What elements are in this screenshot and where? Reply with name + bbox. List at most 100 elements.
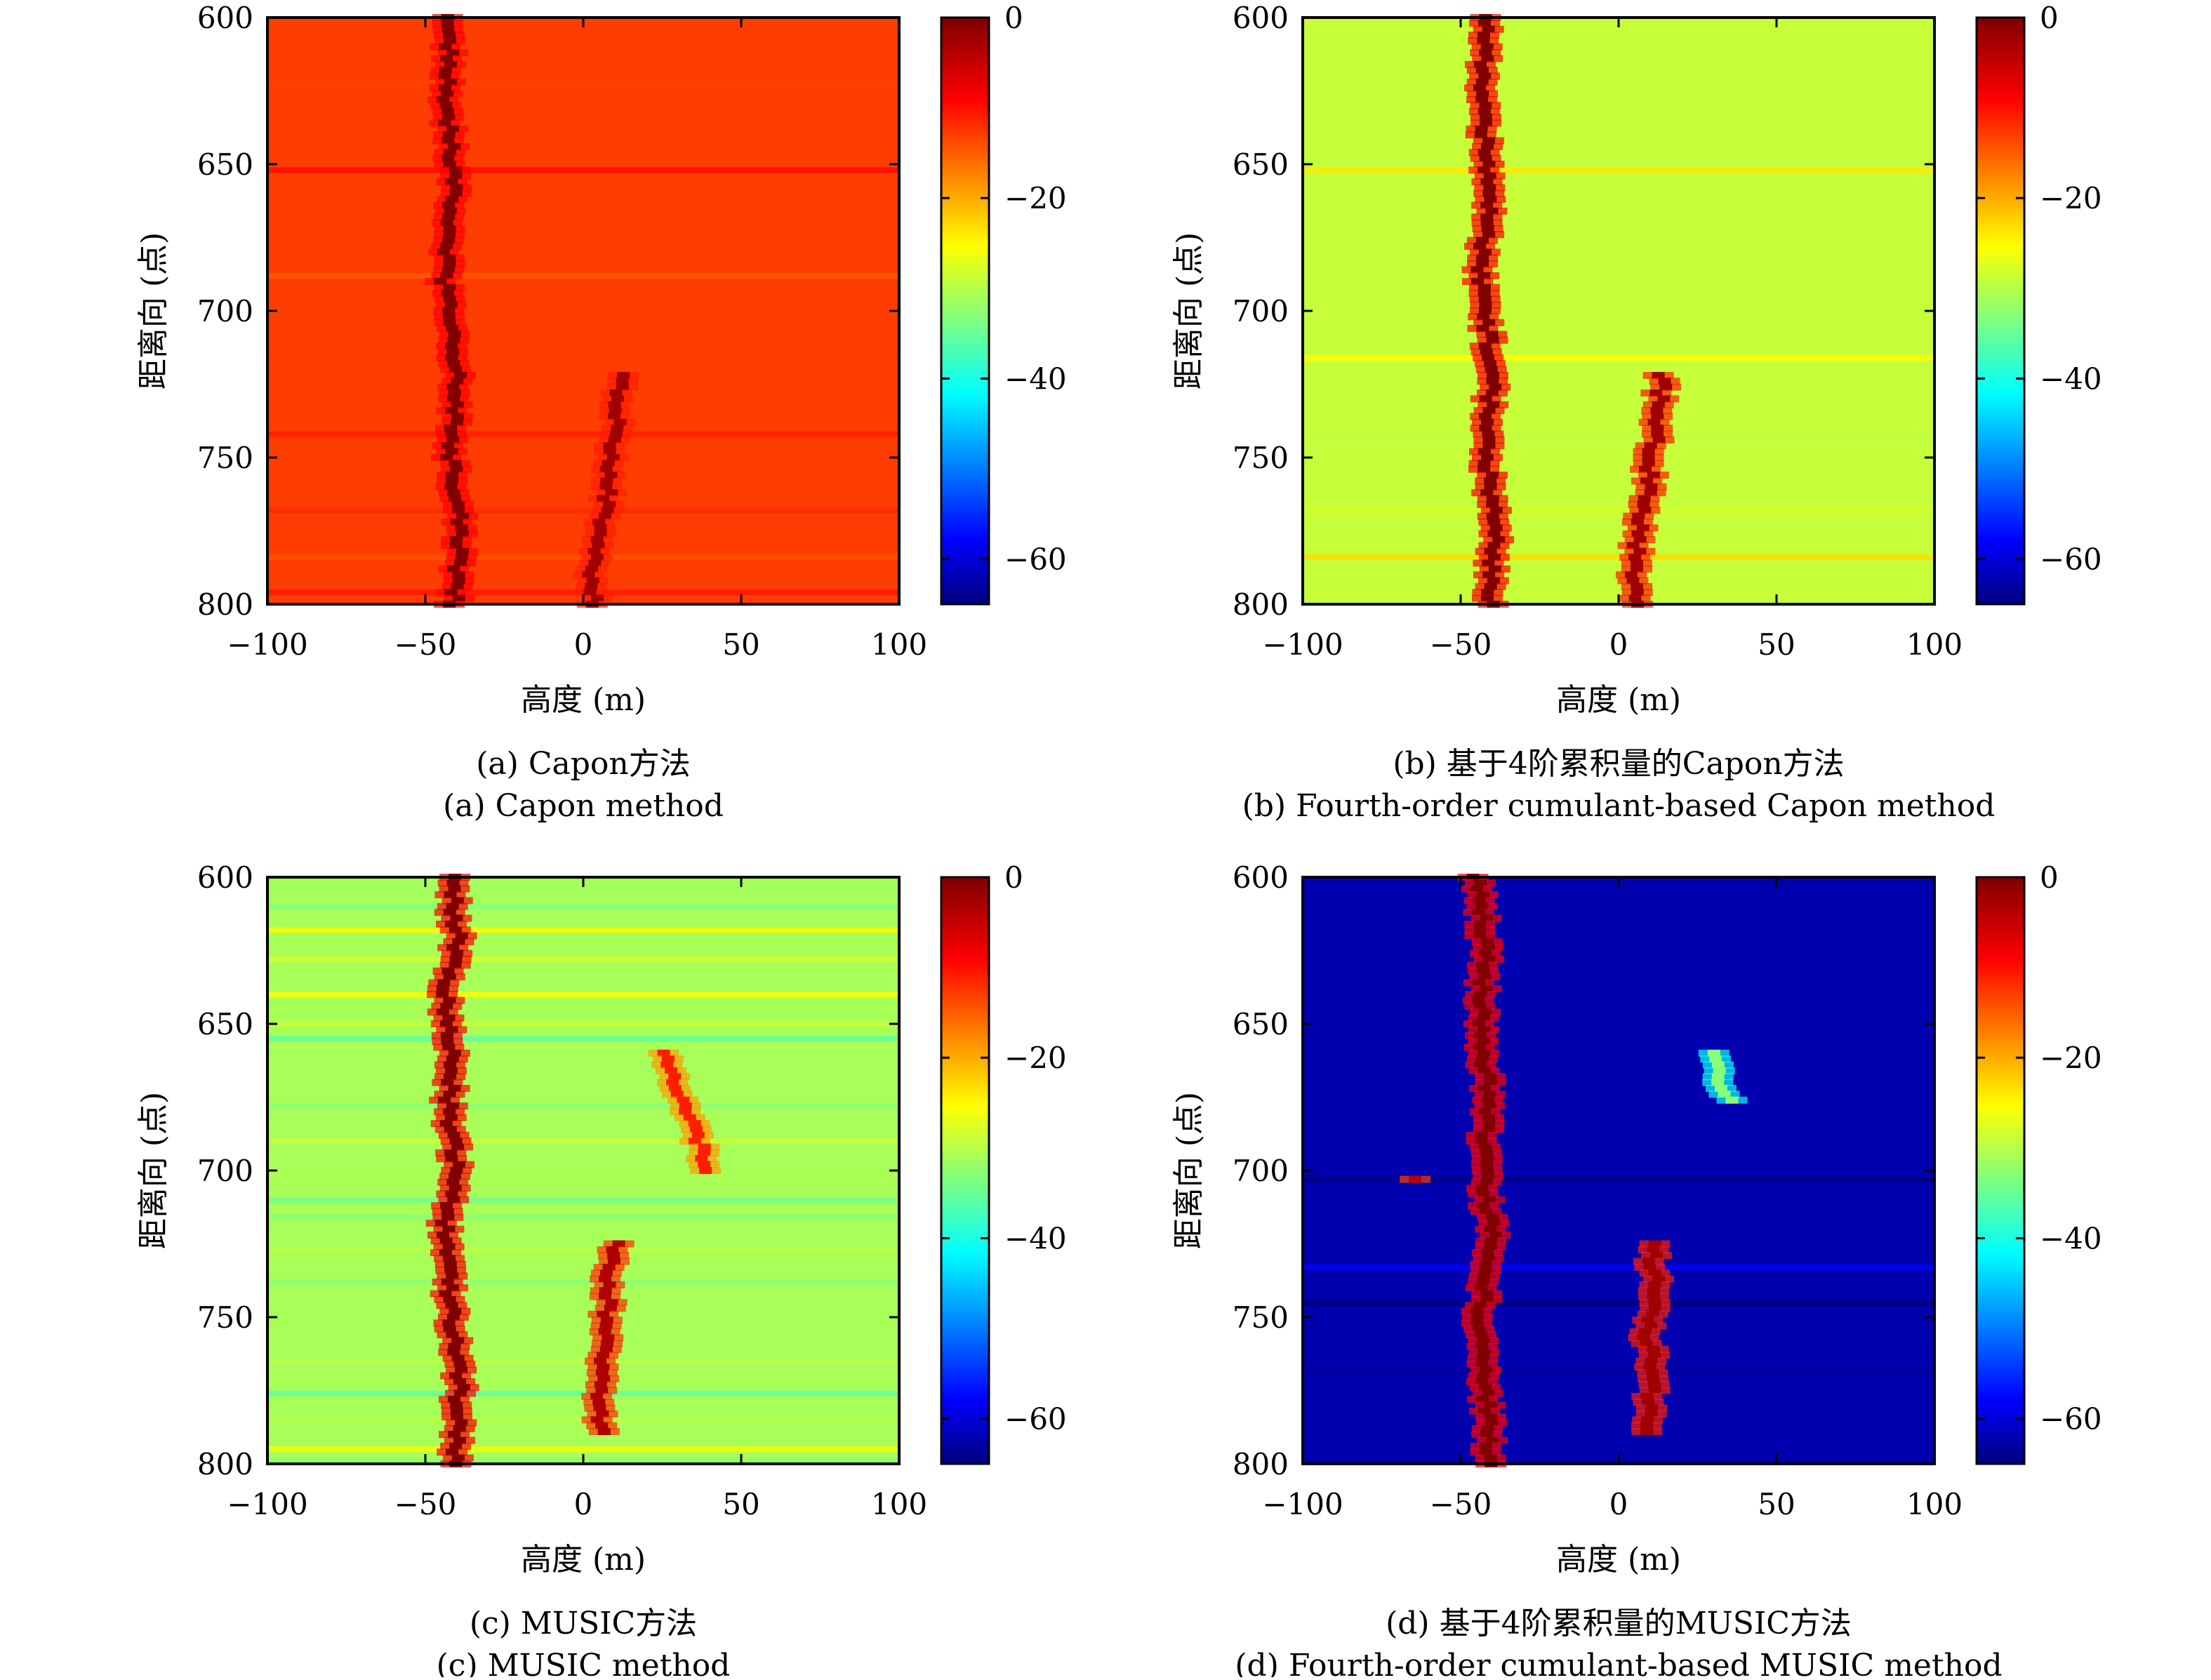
ridge-cell (444, 1126, 457, 1133)
ridge-cell (1631, 518, 1644, 526)
ridge-cell (1482, 1126, 1495, 1133)
ridge-cell (598, 1328, 611, 1335)
ridge-1 (1615, 371, 1682, 608)
colorbar-tick-label: −40 (2040, 361, 2102, 396)
ridge-cell (1647, 1287, 1660, 1295)
ridge-cell (689, 1126, 703, 1133)
ridge-cell (582, 571, 595, 579)
ridge-cell (616, 378, 629, 385)
ridge-cell (1478, 1067, 1491, 1074)
colorbar-tick-label: −60 (1004, 542, 1067, 577)
ridge-cell (440, 219, 453, 227)
colorbar-tick-label: −20 (1004, 181, 1067, 215)
ridge-cell (602, 460, 615, 467)
ridge-cell (608, 1258, 621, 1265)
ridge-cell (441, 289, 454, 297)
ridge-cell (444, 589, 458, 596)
ridge-cell (442, 1014, 456, 1022)
ridge-cell (453, 1378, 467, 1385)
ridge-cell (443, 973, 456, 981)
ridge-cell (600, 1316, 613, 1324)
ridge-cell (1482, 25, 1495, 33)
ridge-cell (444, 1267, 458, 1274)
ridge-cell (1478, 295, 1492, 303)
ridge-cell (441, 154, 455, 162)
ridge-cell (1487, 530, 1501, 538)
x-tick-label: 100 (871, 1487, 927, 1521)
ridge-cell (441, 1079, 454, 1086)
ridge-cell (1475, 961, 1489, 969)
colorbar-tick-label: −40 (1004, 361, 1067, 396)
panel-b: −100 −50 0 50 100 600 650 700 750 800 高度 (m) 距离向 … (1171, 1, 2102, 824)
x-axis-label-d: 高度 (m) (1556, 1542, 1681, 1578)
ridge-cell (455, 1366, 468, 1374)
ridge-cell (657, 1049, 670, 1057)
ridge-cell (1473, 920, 1487, 928)
ridge-cell (436, 1008, 449, 1016)
ridge-cell (1489, 383, 1502, 391)
ridge-cell (1652, 401, 1665, 408)
ridge-cell (1484, 477, 1497, 485)
ridge-cell (448, 1431, 461, 1439)
colorbar-ticks-a: 0 −20 −40 −60 (941, 1, 1067, 577)
ridge-cell (594, 1357, 607, 1365)
colorbar-c: 0 −20 −40 −60 (940, 860, 1067, 1465)
ridge-cell (445, 1302, 458, 1309)
ridge-cell (616, 383, 629, 391)
ridge-cell (1646, 1310, 1659, 1318)
ridge-cell (1624, 571, 1638, 579)
ridge-cell (451, 1143, 465, 1151)
ridge-cell (1478, 973, 1492, 981)
stripe-row (267, 956, 899, 963)
ridge-cell (453, 1425, 466, 1432)
ridge-cell (1480, 1267, 1493, 1274)
ridge-cell (449, 1442, 463, 1450)
ridge-cell (446, 196, 459, 204)
ridge-cell (1638, 495, 1651, 502)
ridge-cell (1472, 979, 1485, 987)
stripe-row (1303, 1264, 1934, 1270)
ridge-cell (443, 295, 456, 303)
ridge-cell (1644, 489, 1657, 497)
ridge-cell (1477, 37, 1490, 45)
ridge-cell (447, 360, 460, 368)
ridge-cell (443, 260, 456, 268)
ridge-cell (1646, 1369, 1659, 1377)
x-tick-label: 0 (574, 627, 593, 662)
ridge-cell (450, 1401, 463, 1409)
ridge-cell (443, 161, 456, 168)
ridge-cell (683, 1114, 696, 1121)
ridge-cell (1473, 897, 1486, 905)
ridge-cell (586, 577, 599, 585)
y-tick-label: 700 (197, 1154, 253, 1188)
colorbar-ticks-c: 0 −20 −40 −60 (941, 860, 1067, 1436)
x-tick-label: 100 (1906, 1487, 1963, 1521)
ridge-cell (1714, 1084, 1727, 1092)
ridge-cell (1657, 395, 1671, 403)
stripe-row (1303, 167, 1934, 173)
ridge-cell (1633, 536, 1647, 544)
ridge-cell (447, 1396, 460, 1404)
ridge-cell (1484, 547, 1497, 555)
ridge-cell (699, 1167, 712, 1174)
ridge-cell (449, 926, 462, 934)
ridge-cell (1486, 1213, 1499, 1221)
ridge-cell (1475, 1138, 1488, 1145)
ridge-cell (599, 1345, 613, 1353)
ridge-cell (595, 1387, 609, 1394)
ridge-cell (608, 401, 621, 408)
stripe-row (1303, 1367, 1934, 1373)
y-tick-label: 650 (1233, 1007, 1289, 1041)
ridge-cell (1480, 985, 1493, 992)
ridge-cell (1479, 425, 1492, 432)
ridge-cell (1631, 589, 1644, 596)
ridge-cell (688, 1138, 701, 1145)
x-tick-label: 0 (1609, 1487, 1628, 1521)
ridge-cell (452, 577, 465, 585)
stripe-row (267, 1246, 899, 1253)
ridge-cell (1479, 49, 1492, 57)
ridge-cell (445, 178, 458, 186)
ridge-cell (1473, 879, 1487, 887)
ridge-cell (450, 1407, 463, 1415)
ridge-cell (1707, 1049, 1720, 1057)
